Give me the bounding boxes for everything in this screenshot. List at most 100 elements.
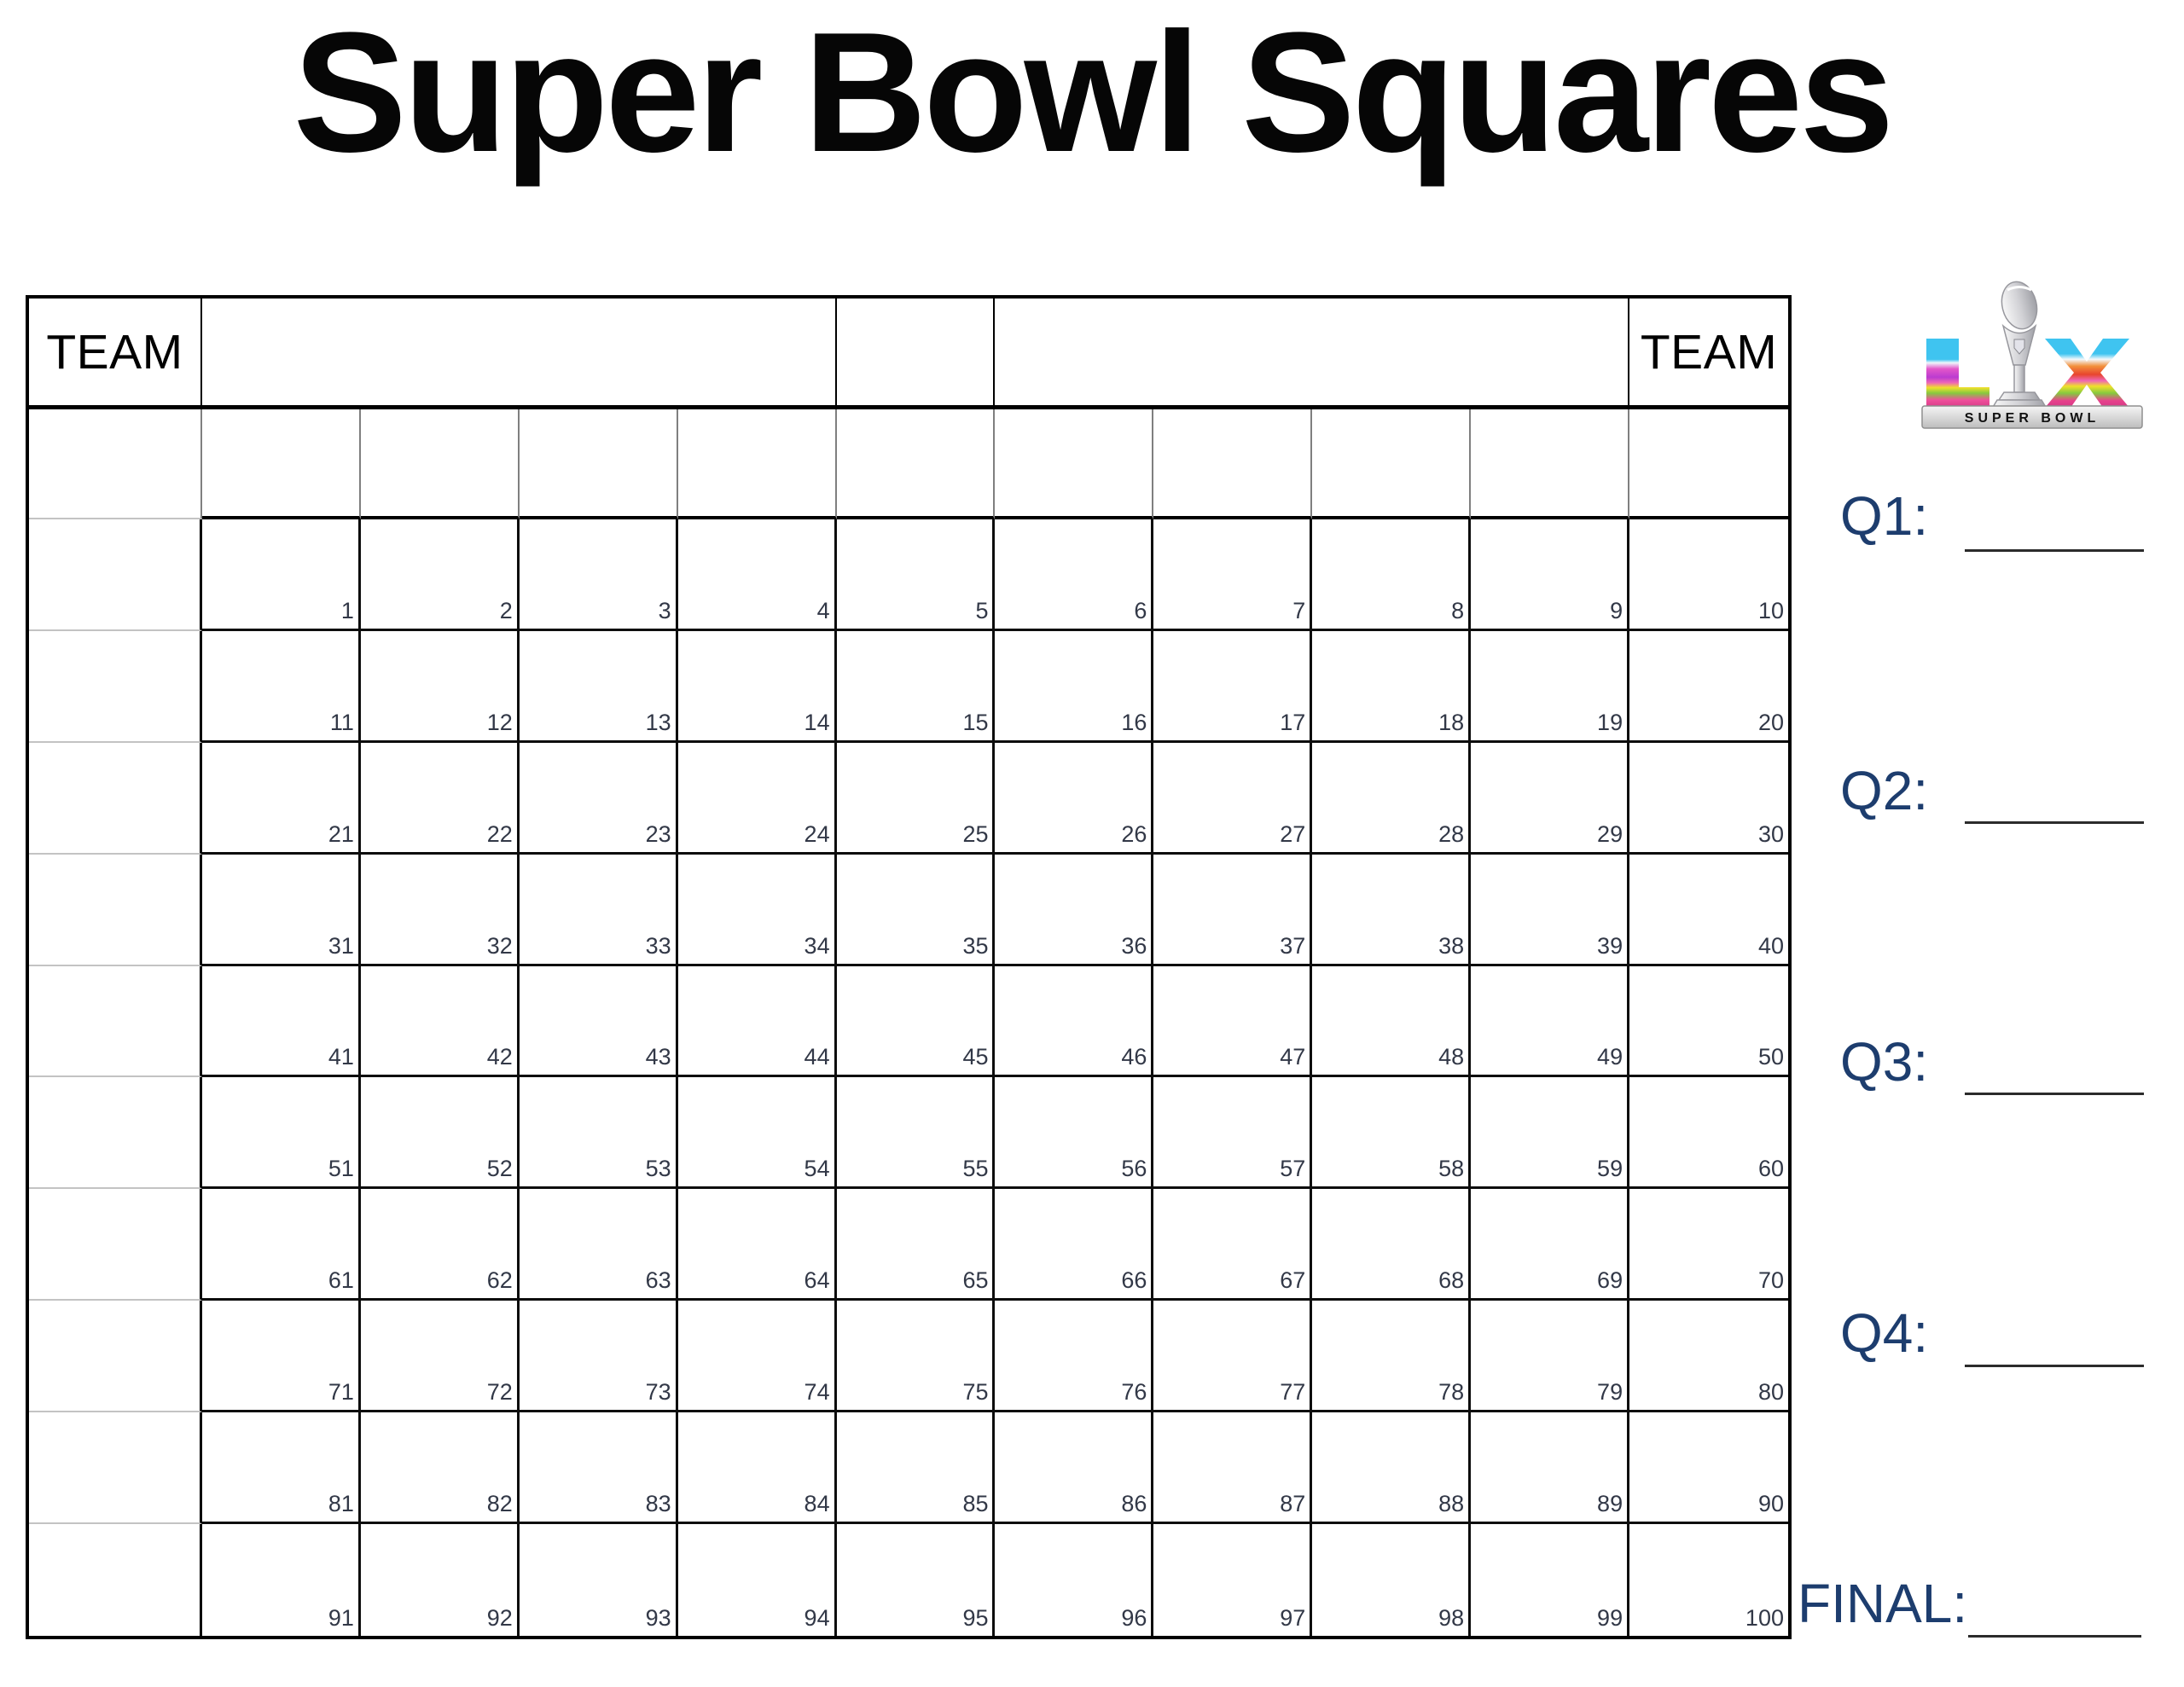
square-cell-61[interactable]: 61 bbox=[202, 1189, 361, 1301]
square-cell-74[interactable]: 74 bbox=[677, 1301, 837, 1413]
square-cell-11[interactable]: 11 bbox=[202, 630, 361, 743]
square-cell-89[interactable]: 89 bbox=[1471, 1412, 1630, 1525]
square-cell-8[interactable]: 8 bbox=[1312, 519, 1472, 631]
square-cell-43[interactable]: 43 bbox=[519, 965, 678, 1078]
square-cell-44[interactable]: 44 bbox=[677, 965, 837, 1078]
square-cell-58[interactable]: 58 bbox=[1312, 1077, 1472, 1190]
square-cell-15[interactable]: 15 bbox=[836, 630, 996, 743]
square-cell-18[interactable]: 18 bbox=[1312, 630, 1472, 743]
square-cell-91[interactable]: 91 bbox=[202, 1524, 361, 1636]
square-cell-6[interactable]: 6 bbox=[995, 519, 1154, 631]
side-digit-cell[interactable] bbox=[29, 742, 202, 855]
top-digit-cell[interactable] bbox=[1312, 409, 1472, 519]
square-cell-98[interactable]: 98 bbox=[1312, 1524, 1472, 1636]
square-cell-73[interactable]: 73 bbox=[519, 1301, 678, 1413]
square-cell-81[interactable]: 81 bbox=[202, 1412, 361, 1525]
square-cell-9[interactable]: 9 bbox=[1471, 519, 1630, 631]
square-cell-88[interactable]: 88 bbox=[1312, 1412, 1472, 1525]
side-digit-cell[interactable] bbox=[29, 1189, 202, 1301]
top-digit-cell[interactable] bbox=[1471, 409, 1630, 519]
square-cell-71[interactable]: 71 bbox=[202, 1301, 361, 1413]
square-cell-52[interactable]: 52 bbox=[360, 1077, 520, 1190]
side-digit-cell[interactable] bbox=[29, 965, 202, 1078]
top-digit-cell[interactable] bbox=[360, 409, 520, 519]
team-name-area-left[interactable] bbox=[202, 299, 837, 409]
square-cell-70[interactable]: 70 bbox=[1629, 1189, 1788, 1301]
square-cell-57[interactable]: 57 bbox=[1153, 1077, 1313, 1190]
square-cell-55[interactable]: 55 bbox=[836, 1077, 996, 1190]
square-cell-33[interactable]: 33 bbox=[519, 854, 678, 966]
square-cell-68[interactable]: 68 bbox=[1312, 1189, 1472, 1301]
square-cell-2[interactable]: 2 bbox=[360, 519, 520, 631]
square-cell-76[interactable]: 76 bbox=[995, 1301, 1154, 1413]
square-cell-69[interactable]: 69 bbox=[1471, 1189, 1630, 1301]
square-cell-96[interactable]: 96 bbox=[995, 1524, 1154, 1636]
square-cell-47[interactable]: 47 bbox=[1153, 965, 1313, 1078]
square-cell-16[interactable]: 16 bbox=[995, 630, 1154, 743]
square-cell-39[interactable]: 39 bbox=[1471, 854, 1630, 966]
square-cell-20[interactable]: 20 bbox=[1629, 631, 1788, 743]
square-cell-23[interactable]: 23 bbox=[519, 742, 678, 855]
square-cell-87[interactable]: 87 bbox=[1153, 1412, 1313, 1525]
square-cell-34[interactable]: 34 bbox=[677, 854, 837, 966]
top-digit-cell[interactable] bbox=[202, 409, 361, 519]
square-cell-56[interactable]: 56 bbox=[995, 1077, 1154, 1190]
square-cell-51[interactable]: 51 bbox=[202, 1077, 361, 1190]
side-digit-cell[interactable] bbox=[29, 1077, 202, 1190]
square-cell-40[interactable]: 40 bbox=[1629, 855, 1788, 966]
top-digit-cell[interactable] bbox=[1153, 409, 1313, 519]
square-cell-31[interactable]: 31 bbox=[202, 854, 361, 966]
q1-blank-line[interactable] bbox=[1965, 549, 2144, 552]
square-cell-41[interactable]: 41 bbox=[202, 965, 361, 1078]
square-cell-54[interactable]: 54 bbox=[677, 1077, 837, 1190]
square-cell-48[interactable]: 48 bbox=[1312, 965, 1472, 1078]
square-cell-66[interactable]: 66 bbox=[995, 1189, 1154, 1301]
square-cell-49[interactable]: 49 bbox=[1471, 965, 1630, 1078]
square-cell-30[interactable]: 30 bbox=[1629, 743, 1788, 855]
team-name-area-right[interactable] bbox=[995, 299, 1630, 409]
square-cell-60[interactable]: 60 bbox=[1629, 1077, 1788, 1190]
top-digit-cell[interactable] bbox=[1629, 409, 1788, 519]
top-digit-cell[interactable] bbox=[836, 409, 996, 519]
square-cell-62[interactable]: 62 bbox=[360, 1189, 520, 1301]
square-cell-65[interactable]: 65 bbox=[836, 1189, 996, 1301]
square-cell-78[interactable]: 78 bbox=[1312, 1301, 1472, 1413]
square-cell-90[interactable]: 90 bbox=[1629, 1412, 1788, 1525]
side-digit-cell[interactable] bbox=[29, 519, 202, 631]
square-cell-99[interactable]: 99 bbox=[1471, 1524, 1630, 1636]
square-cell-28[interactable]: 28 bbox=[1312, 742, 1472, 855]
square-cell-75[interactable]: 75 bbox=[836, 1301, 996, 1413]
square-cell-97[interactable]: 97 bbox=[1153, 1524, 1313, 1636]
side-digit-cell[interactable] bbox=[29, 1412, 202, 1525]
square-cell-95[interactable]: 95 bbox=[837, 1524, 996, 1636]
square-cell-85[interactable]: 85 bbox=[836, 1412, 996, 1525]
square-cell-63[interactable]: 63 bbox=[519, 1189, 678, 1301]
square-cell-25[interactable]: 25 bbox=[836, 742, 996, 855]
square-cell-14[interactable]: 14 bbox=[677, 630, 837, 743]
square-cell-77[interactable]: 77 bbox=[1153, 1301, 1313, 1413]
q4-blank-line[interactable] bbox=[1965, 1365, 2144, 1367]
square-cell-29[interactable]: 29 bbox=[1471, 742, 1630, 855]
square-cell-92[interactable]: 92 bbox=[361, 1524, 520, 1636]
side-digit-cell[interactable] bbox=[29, 1524, 202, 1636]
square-cell-17[interactable]: 17 bbox=[1153, 630, 1313, 743]
square-cell-45[interactable]: 45 bbox=[836, 965, 996, 1078]
square-cell-84[interactable]: 84 bbox=[677, 1412, 837, 1525]
square-cell-35[interactable]: 35 bbox=[836, 854, 996, 966]
square-cell-42[interactable]: 42 bbox=[360, 965, 520, 1078]
square-cell-27[interactable]: 27 bbox=[1153, 742, 1313, 855]
q2-blank-line[interactable] bbox=[1965, 821, 2144, 824]
square-cell-67[interactable]: 67 bbox=[1153, 1189, 1313, 1301]
square-cell-37[interactable]: 37 bbox=[1153, 854, 1313, 966]
square-cell-83[interactable]: 83 bbox=[519, 1412, 678, 1525]
square-cell-86[interactable]: 86 bbox=[995, 1412, 1154, 1525]
square-cell-94[interactable]: 94 bbox=[678, 1524, 837, 1636]
square-cell-53[interactable]: 53 bbox=[519, 1077, 678, 1190]
square-cell-59[interactable]: 59 bbox=[1471, 1077, 1630, 1190]
side-digit-cell[interactable] bbox=[29, 1301, 202, 1413]
square-cell-22[interactable]: 22 bbox=[360, 742, 520, 855]
square-cell-12[interactable]: 12 bbox=[360, 630, 520, 743]
square-cell-4[interactable]: 4 bbox=[677, 519, 837, 631]
square-cell-5[interactable]: 5 bbox=[836, 519, 996, 631]
square-cell-72[interactable]: 72 bbox=[360, 1301, 520, 1413]
